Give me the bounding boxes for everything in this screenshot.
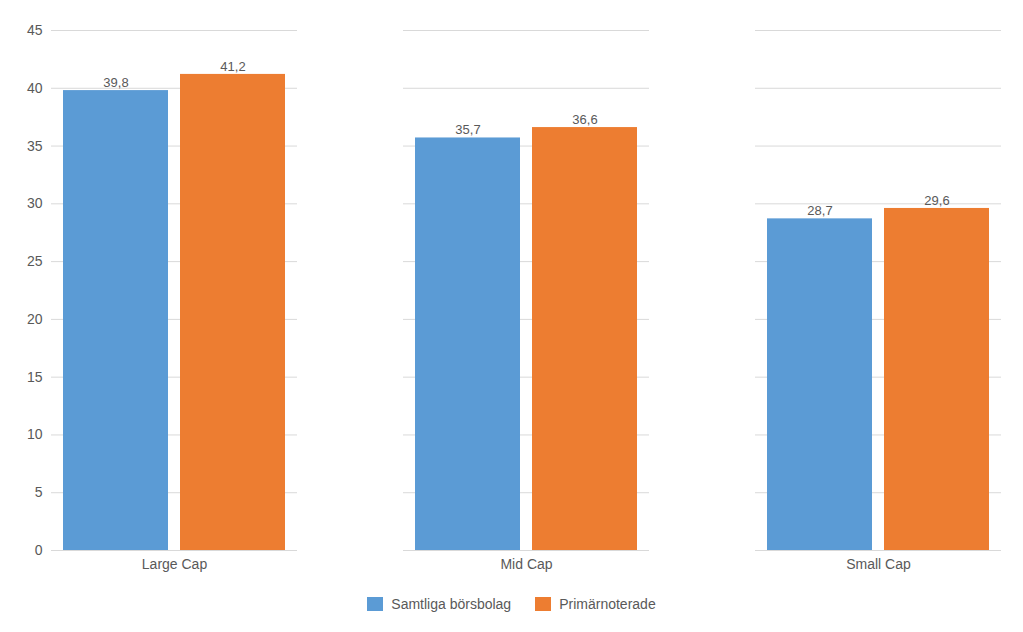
svg-text:5: 5	[35, 484, 43, 500]
svg-text:10: 10	[27, 426, 43, 442]
svg-text:30: 30	[27, 195, 43, 211]
svg-text:40: 40	[27, 80, 43, 96]
svg-text:41,2: 41,2	[220, 59, 245, 74]
svg-text:0: 0	[35, 542, 43, 558]
svg-text:25: 25	[27, 253, 43, 269]
svg-text:15: 15	[27, 369, 43, 385]
svg-text:29,6: 29,6	[924, 193, 949, 208]
html-text:Primärnoterade: Primärnoterade	[559, 596, 656, 612]
svg-text:Mid Cap: Mid Cap	[500, 556, 552, 572]
svg-text:Small Cap: Small Cap	[846, 556, 911, 572]
svg-text:35: 35	[27, 138, 43, 154]
html-text:Samtliga börsbolag: Samtliga börsbolag	[391, 596, 512, 612]
svg-text:20: 20	[27, 311, 43, 327]
svg-text:36,6: 36,6	[572, 112, 597, 127]
svg-text:45: 45	[27, 22, 43, 38]
svg-text:35,7: 35,7	[455, 122, 480, 137]
svg-text:Large Cap: Large Cap	[142, 556, 208, 572]
svg-text:28,7: 28,7	[807, 203, 832, 218]
svg-text:39,8: 39,8	[103, 75, 128, 90]
